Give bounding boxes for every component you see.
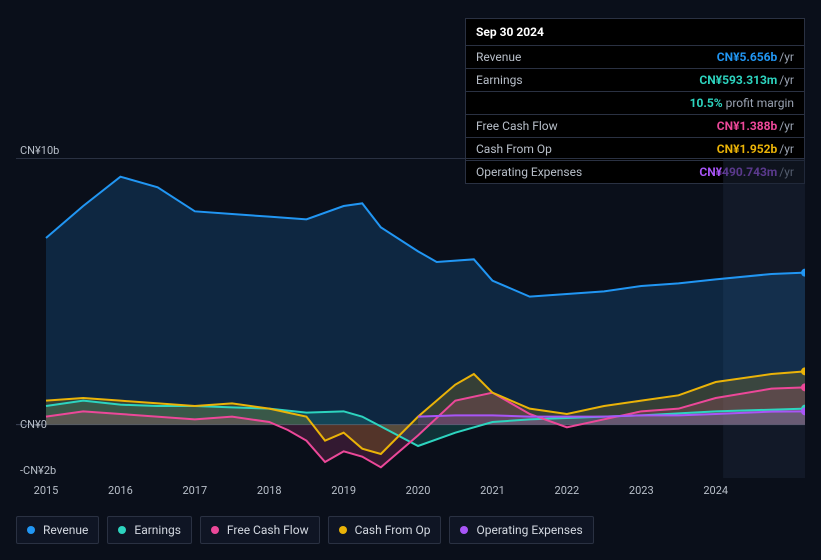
legend-dot-icon [339,526,347,534]
legend-item[interactable]: Operating Expenses [449,516,593,544]
x-axis: 2015 2016 2017 2018 2019 2020 2021 2022 2023 2024 [16,484,805,500]
chart-svg [16,158,805,478]
tooltip-row: Revenue CN¥5.656b/yr [466,46,804,69]
x-axis-tick: 2015 [34,484,59,497]
tooltip-row-label: Revenue [476,50,521,64]
x-axis-tick: 2024 [703,484,728,497]
tooltip-row: Free Cash Flow CN¥1.388b/yr [466,115,804,138]
legend-label: Revenue [43,523,88,537]
tooltip-row-value: CN¥1.952b/yr [717,142,794,156]
tooltip-row-sub: 10.5% profit margin [466,92,804,115]
tooltip-row-label: Cash From Op [476,142,552,156]
y-axis-label-top: CN¥10b [20,144,59,157]
legend-item[interactable]: Cash From Op [328,516,442,544]
legend-dot-icon [211,526,219,534]
tooltip-date: Sep 30 2024 [466,19,804,46]
tooltip-row: Earnings CN¥593.313m/yr [466,69,804,92]
x-axis-tick: 2019 [331,484,356,497]
y-axis-label-zero: CN¥0 [20,418,47,431]
legend-dot-icon [460,526,468,534]
legend-label: Operating Expenses [476,523,582,537]
tooltip-row-label: Free Cash Flow [476,119,558,133]
tooltip-row-label: Earnings [476,73,523,87]
x-axis-tick: 2022 [555,484,580,497]
x-axis-tick: 2023 [629,484,654,497]
legend-label: Free Cash Flow [227,523,309,537]
legend-dot-icon [118,526,126,534]
legend-item[interactable]: Earnings [107,516,192,544]
x-axis-tick: 2018 [257,484,282,497]
y-axis-label-bottom: -CN¥2b [20,464,56,477]
x-axis-tick: 2021 [480,484,505,497]
legend-dot-icon [27,526,35,534]
tooltip-row-value: CN¥1.388b/yr [717,119,794,133]
legend-item[interactable]: Free Cash Flow [200,516,320,544]
x-axis-tick: 2020 [406,484,431,497]
legend-label: Cash From Op [355,523,431,537]
legend-item[interactable]: Revenue [16,516,99,544]
chart-legend: Revenue Earnings Free Cash Flow Cash From O… [16,516,594,544]
x-axis-tick: 2017 [182,484,207,497]
x-axis-tick: 2016 [108,484,133,497]
chart-area: CN¥10b CN¥0 -CN¥2b [16,158,805,478]
tooltip-row-value: CN¥593.313m/yr [699,73,794,87]
tooltip-row-value: CN¥5.656b/yr [717,50,794,64]
legend-label: Earnings [134,523,181,537]
